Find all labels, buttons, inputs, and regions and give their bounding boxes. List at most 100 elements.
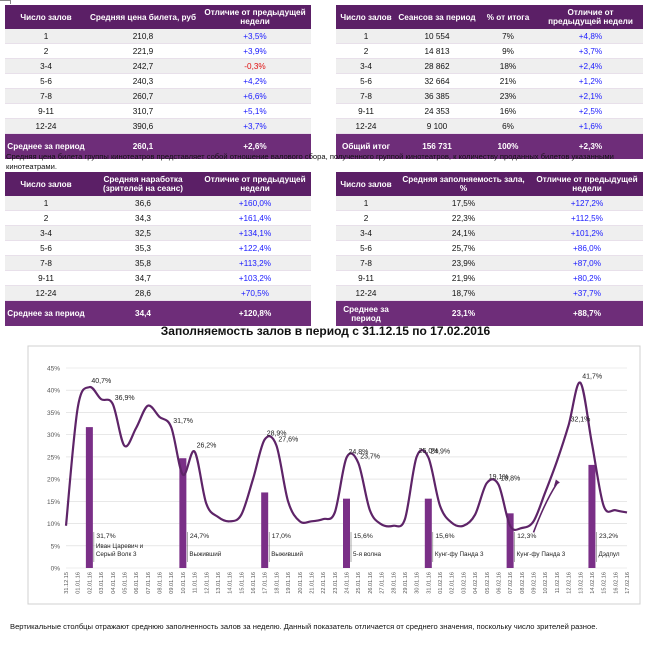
point-value-label: 32,1%: [571, 416, 591, 423]
x-tick-label: 09.02.16: [532, 572, 538, 594]
x-tick-label: 16.02.16: [613, 572, 619, 594]
cell: 9-11: [336, 270, 396, 286]
table-row: 3-4 28 862 18% +2,4%: [336, 58, 643, 74]
footer-cell: +2,3%: [538, 133, 643, 159]
cell: 6%: [478, 118, 538, 134]
bar-film-label: Иван Царевич и Серый Волк 3: [96, 543, 144, 558]
point-value-label: 25,0%: [419, 448, 439, 455]
cell: 390,6: [87, 118, 199, 134]
x-tick-label: 31.12.15: [64, 572, 70, 594]
cell: 35,3: [87, 240, 199, 256]
table-hall-occupancy: Число залов Средняя заполняемость зала, …: [336, 172, 643, 326]
weekly-bar: [506, 513, 514, 568]
x-tick-label: 31.01.16: [426, 572, 432, 594]
x-tick-label: 20.01.16: [298, 572, 304, 594]
table-row: 5-6 240,3 +4,2%: [5, 73, 311, 89]
cell: 16%: [478, 103, 538, 119]
x-tick-label: 03.02.16: [461, 572, 467, 594]
point-value-label: 28,9%: [267, 431, 287, 438]
cell: 36 385: [396, 88, 478, 104]
y-tick-label: 25%: [47, 454, 60, 461]
x-tick-label: 10.02.16: [543, 572, 549, 594]
point-value-label: 23,7%: [360, 454, 380, 461]
cell: 2: [5, 43, 87, 59]
table-row: 7-8 36 385 23% +2,1%: [336, 88, 643, 104]
occupancy-line: [64, 381, 628, 531]
x-tick-label: 05.01.16: [122, 572, 128, 594]
cell: +3,7%: [199, 118, 311, 134]
weekly-bar: [179, 458, 187, 568]
cell: 7-8: [5, 255, 87, 271]
x-tick-label: 22.01.16: [321, 572, 327, 594]
table-footer-row: Среднее за период 34,4 +120,8%: [5, 300, 311, 326]
point-value-label: 41,7%: [582, 374, 602, 381]
cell: +2,1%: [538, 88, 643, 104]
x-tick-label: 06.01.16: [134, 572, 140, 594]
cell: 5-6: [336, 73, 396, 89]
bar-value-label: 12,3%: [517, 533, 536, 540]
table-footer-row: Общий итог 156 731 100% +2,3%: [336, 133, 643, 159]
cell: 36,6: [87, 196, 199, 211]
cell: 12-24: [336, 118, 396, 134]
x-tick-label: 23.01.16: [333, 572, 339, 594]
cell: +113,2%: [199, 255, 311, 271]
y-tick-label: 5%: [51, 543, 61, 550]
x-tick-label: 14.01.16: [228, 572, 234, 594]
cell: 9-11: [336, 103, 396, 119]
y-tick-label: 30%: [47, 432, 60, 439]
cell: +2,5%: [538, 103, 643, 119]
ticket-price-note: Средняя цена билета группы кинотеатров п…: [6, 152, 614, 171]
col-header: Число залов: [336, 172, 396, 196]
footer-cell: +120,8%: [199, 300, 311, 326]
x-tick-label: 30.01.16: [415, 572, 421, 594]
cell: +161,4%: [199, 210, 311, 226]
col-header: Число залов: [5, 5, 87, 29]
x-tick-label: 10.01.16: [181, 572, 187, 594]
cell: 9-11: [5, 270, 87, 286]
cell: 240,3: [87, 73, 199, 89]
cell: +86,0%: [531, 240, 643, 256]
table-row: 12-24 28,6 +70,5%: [5, 285, 311, 301]
cell: 21,9%: [396, 270, 531, 286]
x-tick-label: 21.01.16: [309, 572, 315, 594]
cell: 28,6: [87, 285, 199, 301]
bar-film-label: 5-я волна: [353, 551, 382, 558]
table-footer-row: Среднее за период 23,1% +88,7%: [336, 300, 643, 326]
x-tick-label: 24.01.16: [345, 572, 351, 594]
table-row: 1 36,6 +160,0%: [5, 196, 311, 211]
table-row: 2 22,3% +112,5%: [336, 210, 643, 226]
table-row: 1 17,5% +127,2%: [336, 196, 643, 211]
cell: 22,3%: [396, 210, 531, 226]
point-value-label: 36,9%: [115, 395, 135, 402]
x-tick-label: 04.02.16: [473, 572, 479, 594]
x-tick-label: 04.01.16: [111, 572, 117, 594]
table-row: 5-6 32 664 21% +1,2%: [336, 73, 643, 89]
cell: 34,7: [87, 270, 199, 286]
col-header: Число залов: [5, 172, 87, 196]
x-tick-label: 11.02.16: [555, 572, 561, 593]
x-tick-label: 11.01.16: [193, 572, 199, 593]
x-tick-label: 15.02.16: [602, 572, 608, 594]
y-tick-label: 45%: [47, 366, 60, 373]
cell: +103,2%: [199, 270, 311, 286]
cell: +4,2%: [199, 73, 311, 89]
point-value-label: 26,2%: [197, 443, 217, 450]
y-tick-label: 10%: [47, 521, 60, 528]
table-row: 1 210,8 +3,5%: [5, 29, 311, 44]
cell: +80,2%: [531, 270, 643, 286]
weekly-bar: [424, 498, 432, 568]
cell: 1: [336, 29, 396, 44]
cell: 5-6: [5, 240, 87, 256]
x-tick-label: 13.01.16: [216, 572, 222, 594]
cell: 210,8: [87, 29, 199, 44]
cell: 2: [336, 43, 396, 59]
cell: 7%: [478, 29, 538, 44]
footer-cell: 100%: [478, 133, 538, 159]
bar-value-label: 23,2%: [599, 533, 618, 540]
x-tick-label: 08.01.16: [158, 572, 164, 594]
cell: 21%: [478, 73, 538, 89]
point-value-label: 24,9%: [430, 448, 450, 455]
table-avg-ticket-price: Число залов Средняя цена билета, руб Отл…: [5, 5, 311, 159]
cell: 310,7: [87, 103, 199, 119]
cell: 32,5: [87, 225, 199, 241]
